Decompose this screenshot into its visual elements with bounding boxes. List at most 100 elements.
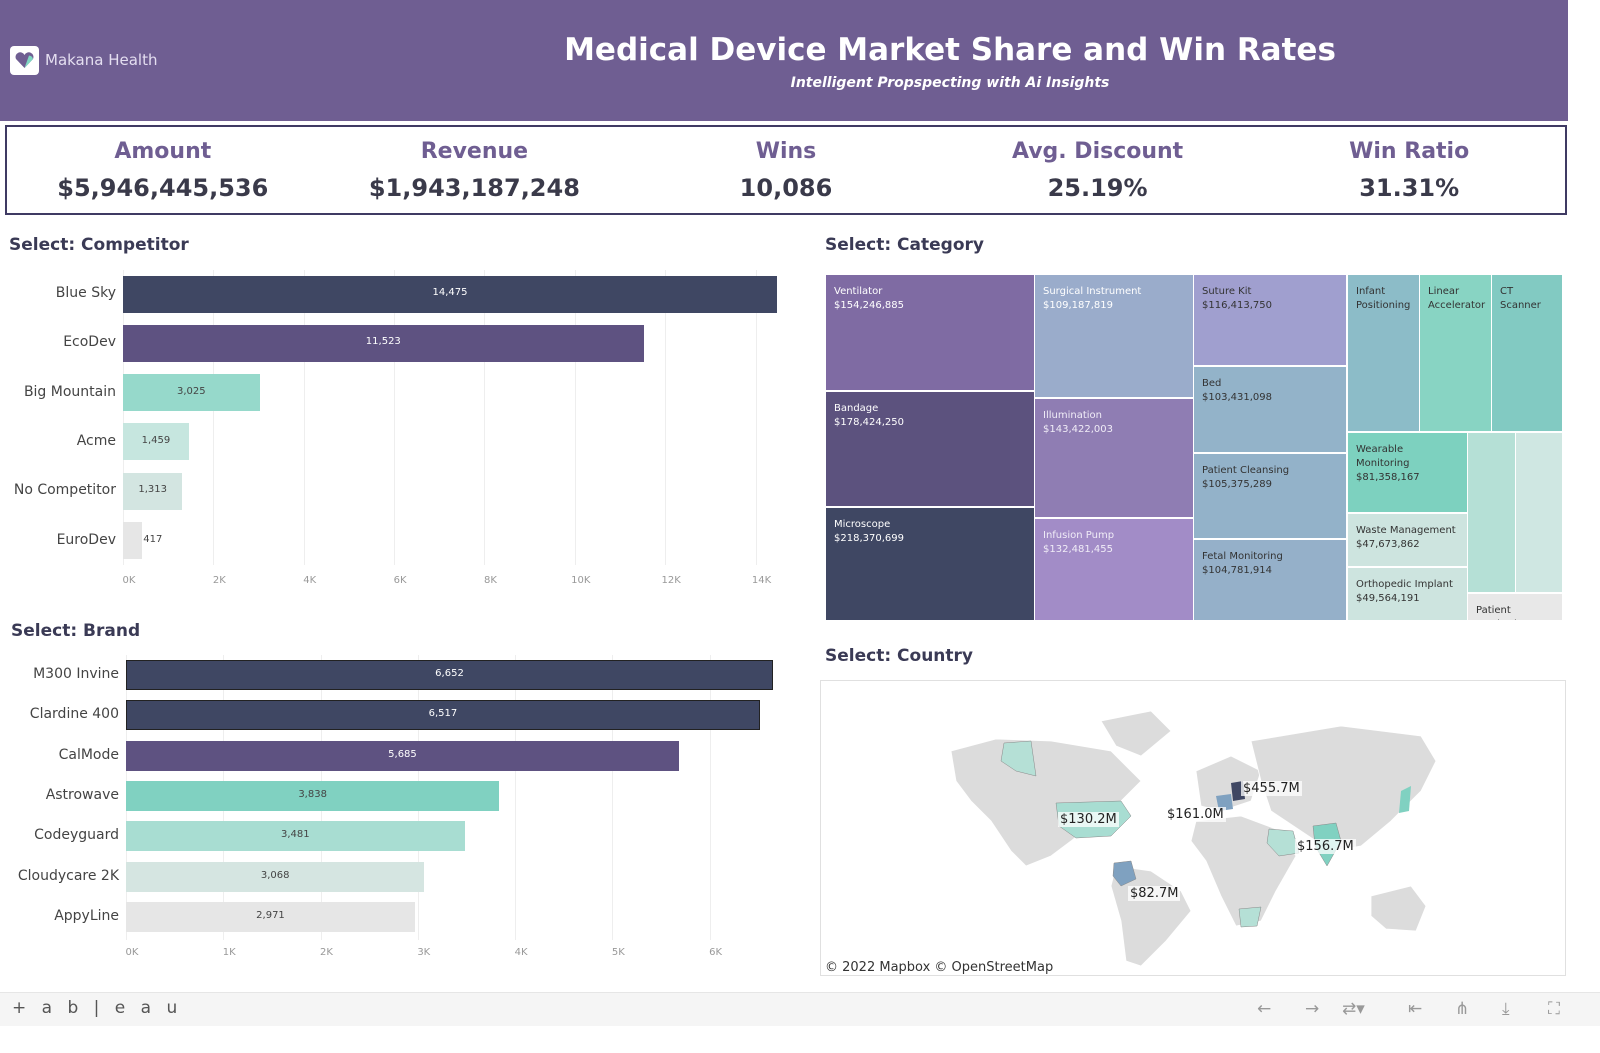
- bar-value-label: 1,313: [138, 484, 167, 496]
- treemap-tile[interactable]: Microscope $218,370,699: [826, 508, 1034, 620]
- kpi-win-ratio: Win Ratio 31.31%: [1253, 127, 1565, 213]
- map-label-colombia: $82.7M: [1128, 886, 1181, 901]
- country-saudi-arabia: [1266, 828, 1300, 857]
- treemap-tile[interactable]: [1468, 433, 1515, 592]
- treemap-tile[interactable]: Orthopedic Implant $49,564,191: [1348, 568, 1467, 620]
- kpi-wins: Wins 10,086: [630, 127, 942, 213]
- bar-calmode[interactable]: [126, 740, 679, 771]
- bar-ecodev[interactable]: [123, 324, 644, 362]
- bar-acme[interactable]: [123, 423, 189, 461]
- page-subtitle: Intelligent Propspecting with Ai Insight…: [790, 75, 1110, 91]
- bar-clardine-400[interactable]: [126, 700, 760, 731]
- grid-line: [394, 270, 396, 565]
- kpi-value: $5,946,445,536: [57, 174, 269, 202]
- treemap-tile-value: $109,187,819: [1043, 300, 1113, 311]
- bar-no-competitor[interactable]: [123, 472, 183, 510]
- x-tick-label: 3K: [417, 947, 431, 958]
- redo-icon[interactable]: →: [1305, 999, 1320, 1019]
- share-icon[interactable]: ⋔: [1455, 999, 1470, 1019]
- x-tick-label: 4K: [514, 947, 528, 958]
- undo-icon[interactable]: ←: [1257, 999, 1272, 1019]
- bar-category-label: EuroDev: [56, 531, 116, 548]
- treemap-tile[interactable]: Ventilator $154,246,885: [826, 275, 1034, 390]
- bar-m300-invine[interactable]: [126, 660, 773, 690]
- x-tick-label: 4K: [303, 575, 317, 586]
- tableau-logo[interactable]: + a b | e a u: [12, 998, 183, 1018]
- treemap-tile[interactable]: Infant Positioning: [1348, 275, 1419, 431]
- bar-value-label: 3,068: [260, 869, 290, 881]
- treemap-tile-name: Wearable Monitoring: [1356, 444, 1410, 469]
- treemap-tile-name: Bandage: [834, 403, 879, 414]
- treemap-tile[interactable]: Fetal Monitoring $104,781,914: [1194, 540, 1346, 620]
- bar-value-label: 2,971: [256, 909, 285, 921]
- bar-codeyguard[interactable]: [126, 821, 465, 852]
- treemap-tile-value: $103,431,098: [1202, 392, 1272, 403]
- x-tick-label: 10K: [571, 575, 591, 586]
- bar-category-label: AppyLine: [54, 907, 119, 924]
- treemap-tile[interactable]: Waste Management $47,673,862: [1348, 514, 1467, 566]
- grid-line: [484, 270, 486, 565]
- bar-big-mountain[interactable]: [123, 374, 260, 412]
- x-tick-label: 8K: [483, 575, 497, 586]
- fullscreen-icon[interactable]: ⛶: [1548, 999, 1560, 1019]
- bar-category-label: Big Mountain: [23, 383, 116, 400]
- brand-name: Makana Health: [45, 51, 158, 69]
- x-tick-label: 2K: [212, 575, 226, 586]
- treemap-tile-name: Ventilator: [834, 286, 883, 297]
- treemap-tile[interactable]: Illumination $143,422,003: [1035, 399, 1193, 517]
- country-colombia: [1112, 860, 1137, 887]
- kpi-value: 25.19%: [1047, 174, 1148, 202]
- treemap-tile[interactable]: Surgical Instrument $109,187,819: [1035, 275, 1193, 397]
- grid-line: [213, 270, 215, 565]
- bar-category-label: CalMode: [58, 746, 119, 763]
- country-alaska: [1000, 740, 1037, 777]
- treemap-tile-name: Infusion Pump: [1043, 530, 1115, 541]
- bar-category-label: Clardine 400: [29, 706, 119, 723]
- x-tick-label: 12K: [661, 575, 681, 586]
- country-map[interactable]: $455.7M $161.0M $130.2M $156.7M $82.7M: [820, 680, 1566, 976]
- page-title: Medical Device Market Share and Win Rate…: [564, 32, 1336, 68]
- bar-category-label: M300 Invine: [33, 666, 119, 682]
- treemap-tile[interactable]: Wearable Monitoring $81,358,167: [1348, 433, 1467, 512]
- treemap-tile-name: Orthopedic Implant: [1356, 579, 1453, 590]
- bar-value-label: 6,652: [435, 668, 464, 679]
- kpi-value: 10,086: [739, 174, 833, 202]
- bar-category-label: Cloudycare 2K: [17, 867, 119, 884]
- treemap-tile[interactable]: Bed $103,431,098: [1194, 367, 1346, 452]
- bar-appyline[interactable]: [126, 901, 415, 932]
- treemap-tile-name: Fetal Monitoring: [1202, 551, 1283, 562]
- treemap-tile-name: CT Scanner: [1500, 286, 1541, 311]
- grid-line: [574, 270, 576, 565]
- brand-section-title: Select: Brand: [11, 621, 141, 641]
- map-label-usa: $130.2M: [1058, 812, 1119, 827]
- treemap-tile[interactable]: [1516, 433, 1562, 592]
- map-credit: © 2022 Mapbox © OpenStreetMap: [825, 960, 1054, 975]
- kpi-value: $1,943,187,248: [368, 174, 580, 202]
- treemap-tile[interactable]: Infusion Pump $132,481,455: [1035, 519, 1193, 620]
- treemap-tile[interactable]: CT Scanner: [1492, 275, 1562, 431]
- bar-eurodev[interactable]: [123, 522, 142, 559]
- revert-icon[interactable]: ⇄▾: [1342, 999, 1365, 1019]
- treemap-tile[interactable]: Suture Kit $116,413,750: [1194, 275, 1346, 365]
- bar-category-label: Astrowave: [45, 786, 119, 803]
- reset-icon[interactable]: ⇤: [1408, 999, 1423, 1019]
- bar-blue-sky[interactable]: [123, 275, 777, 313]
- download-icon[interactable]: ⤓: [1502, 999, 1510, 1019]
- tableau-toolbar: + a b | e a u ← → ⇄▾ ⇤ ⋔ ⤓ ⛶: [0, 992, 1600, 1026]
- treemap-tile[interactable]: Patient Cleansing $105,375,289: [1194, 454, 1346, 538]
- kpi-label: Avg. Discount: [1011, 139, 1184, 164]
- world-map-graphic: [950, 710, 1437, 967]
- bar-cloudycare-2k[interactable]: [126, 861, 425, 892]
- treemap-tile[interactable]: Linear Accelerator: [1420, 275, 1491, 431]
- x-tick-label: 6K: [709, 947, 723, 958]
- kpi-revenue: Revenue $1,943,187,248: [319, 127, 631, 213]
- treemap-tile-name: Linear Accelerator: [1428, 286, 1486, 311]
- makana-logo: [10, 46, 39, 75]
- bar-category-label: No Competitor: [13, 482, 116, 499]
- bar-value-label: 5,685: [388, 748, 417, 760]
- bar-astrowave[interactable]: [126, 780, 500, 811]
- treemap-tile[interactable]: Patient Monitoring: [1468, 594, 1562, 620]
- treemap-tile[interactable]: Bandage $178,424,250: [826, 392, 1034, 506]
- country-south-africa: [1238, 906, 1262, 928]
- bar-category-label: Codeyguard: [34, 827, 119, 844]
